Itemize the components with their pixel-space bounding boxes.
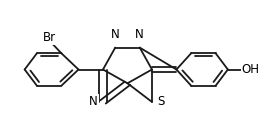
Text: S: S	[157, 95, 164, 108]
Text: N: N	[111, 28, 120, 41]
Text: Br: Br	[43, 31, 56, 44]
Text: N: N	[89, 95, 98, 108]
Text: N: N	[135, 28, 144, 41]
Text: OH: OH	[241, 63, 259, 76]
